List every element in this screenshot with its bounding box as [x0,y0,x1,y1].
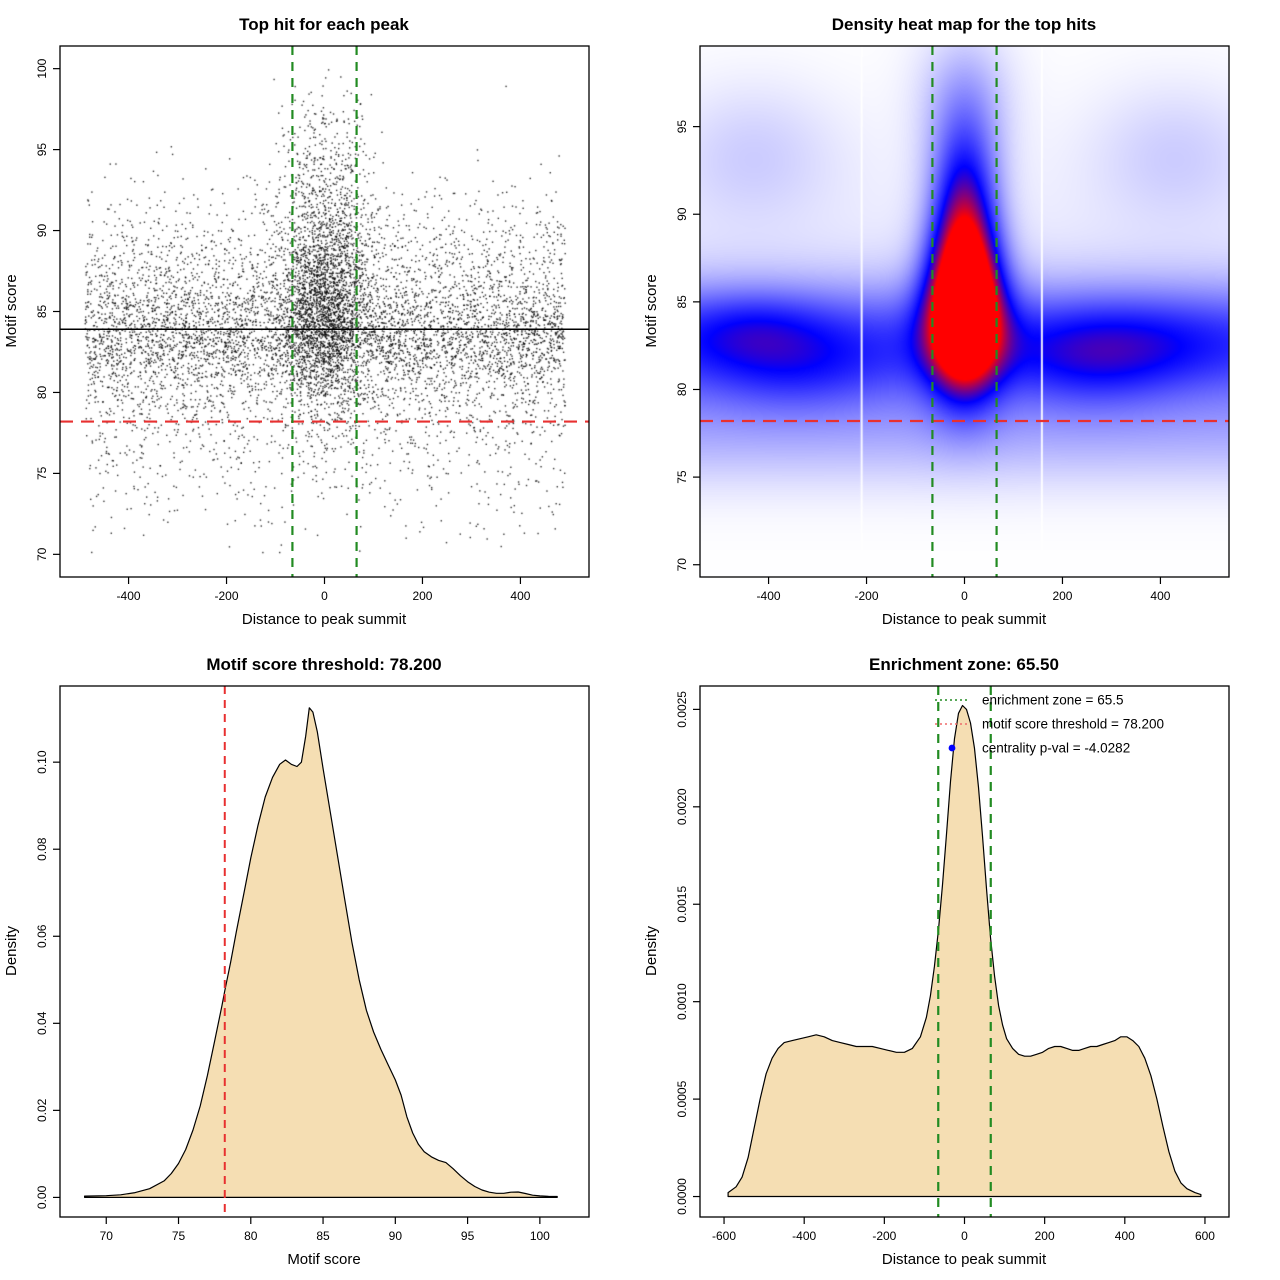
y-tick-label: 80 [675,382,689,396]
y-tick-label: 0.08 [35,837,49,861]
x-tick-label: -400 [117,589,141,603]
scatter-plot-svg: -400 -200 0 200 400 70 75 80 85 90 95 100 Top hit f… [3,15,590,628]
panel-density-heatmap: -400 -200 0 200 400 70 75 80 85 90 95 Density heat… [640,0,1280,640]
x-tick-label: -400 [792,1229,816,1243]
legend-label: enrichment zone = 65.5 [982,693,1123,708]
y-tick-label: 0.0010 [675,983,689,1020]
x-tick-label: 85 [316,1229,330,1243]
x-tick-label: 200 [412,589,432,603]
legend-label: motif score threshold = 78.200 [982,717,1164,732]
y-tick-label: 95 [675,120,689,134]
x-tick-label: -200 [855,589,879,603]
x-tick-label: 0 [961,1229,968,1243]
y-tick-label: 0.00 [35,1185,49,1209]
y-tick-label: 0.0025 [675,691,689,728]
x-tick-label: 90 [389,1229,403,1243]
x-tick-label: 70 [100,1229,114,1243]
x-tick-label: -200 [872,1229,896,1243]
y-tick-label: 0.10 [35,750,49,774]
heatmap-plot-content [700,46,1229,577]
y-tick-label: 0.0005 [675,1080,689,1117]
distance-density-axes: -600 -400 -200 0 200 400 600 0.0000 0.0005 0.0010… [675,685,1230,1243]
x-tick-label: 0 [961,589,968,603]
panel-top-hit-scatter: -400 -200 0 200 400 70 75 80 85 90 95 100 Top hit f… [0,0,640,640]
x-tick-label: 400 [1115,1229,1135,1243]
score-density-content [84,686,558,1217]
x-tick-label: 0 [321,589,328,603]
y-tick-label: 70 [675,558,689,572]
y-tick-label: 70 [35,547,49,561]
legend-dot-sample [948,744,956,752]
score-x-axis-label: Motif score [287,1251,360,1268]
heatmap-y-axis-label: Motif score [643,274,660,347]
x-tick-label: -600 [712,1229,736,1243]
score-density-title: Motif score threshold: 78.200 [206,655,441,674]
x-tick-label: 75 [172,1229,186,1243]
y-tick-label: 0.02 [35,1098,49,1122]
scatter-points-image [60,46,589,577]
heatmap-x-axis-label: Distance to peak summit [882,611,1047,628]
x-tick-label: -200 [215,589,239,603]
y-tick-label: 90 [675,207,689,221]
heatmap-plot-svg: -400 -200 0 200 400 70 75 80 85 90 95 Density heat… [643,15,1230,628]
y-tick-label: 85 [675,295,689,309]
y-tick-label: 95 [35,143,49,157]
scatter-y-axis-label: Motif score [3,274,20,347]
plot-border [59,685,590,1218]
y-tick-label: 0.04 [35,1011,49,1035]
y-tick-label: 90 [35,224,49,238]
y-tick-label: 0.0000 [675,1178,689,1215]
x-tick-label: 80 [244,1229,258,1243]
density-curve [727,704,1202,1198]
y-tick-label: 85 [35,305,49,319]
heatmap-plot-title: Density heat map for the top hits [832,15,1096,34]
distance-x-axis-label: Distance to peak summit [882,1251,1047,1268]
x-tick-label: 200 [1035,1229,1055,1243]
score-density-svg: 70 75 80 85 90 95 1000.000.020.040.060.080.10 … [3,655,590,1268]
x-tick-label: 200 [1052,589,1072,603]
y-tick-label: 0.0020 [675,788,689,825]
y-tick-label: 75 [675,470,689,484]
y-tick-label: 75 [35,466,49,480]
heatmap-plot-axes: -400 -200 0 200 400 70 75 80 85 90 95 [675,45,1230,603]
x-tick-label: -400 [757,589,781,603]
x-tick-label: 400 [1150,589,1170,603]
score-density-axes: 70 75 80 85 90 95 100 0.00 0.02 0.04 0.06 0.08 0.10 [35,685,590,1243]
x-tick-label: 95 [461,1229,475,1243]
y-tick-label: 0.0015 [675,886,689,923]
heatmap-image [700,46,1229,577]
scatter-plot-title: Top hit for each peak [239,15,409,34]
distance-density-content: enrichment zone = 65.5 motif score thresh… [727,686,1202,1217]
density-curve [84,707,558,1198]
panel-distance-density: enrichment zone = 65.5 motif score thresh… [640,640,1280,1280]
x-tick-label: 600 [1195,1229,1215,1243]
score-y-axis-label: Density [3,925,20,976]
legend-label: centrality p-val = -4.0282 [982,741,1130,756]
scatter-plot-axes: -400 -200 0 200 400 70 75 80 85 90 95 100 [35,45,590,603]
x-tick-label: 100 [530,1229,550,1243]
y-tick-label: 100 [35,58,49,78]
x-tick-label: 400 [510,589,530,603]
scatter-plot-content [60,46,589,577]
distance-y-axis-label: Density [643,925,660,976]
scatter-x-axis-label: Distance to peak summit [242,611,407,628]
panel-score-density: 70 75 80 85 90 95 100 0.00 0.02 0.04 0.06 0.08 0.10 … [0,640,640,1280]
distance-density-svg: enrichment zone = 65.5 motif score thresh… [643,655,1230,1268]
distance-density-title: Enrichment zone: 65.50 [869,655,1059,674]
y-tick-label: 0.06 [35,924,49,948]
y-tick-label: 80 [35,385,49,399]
